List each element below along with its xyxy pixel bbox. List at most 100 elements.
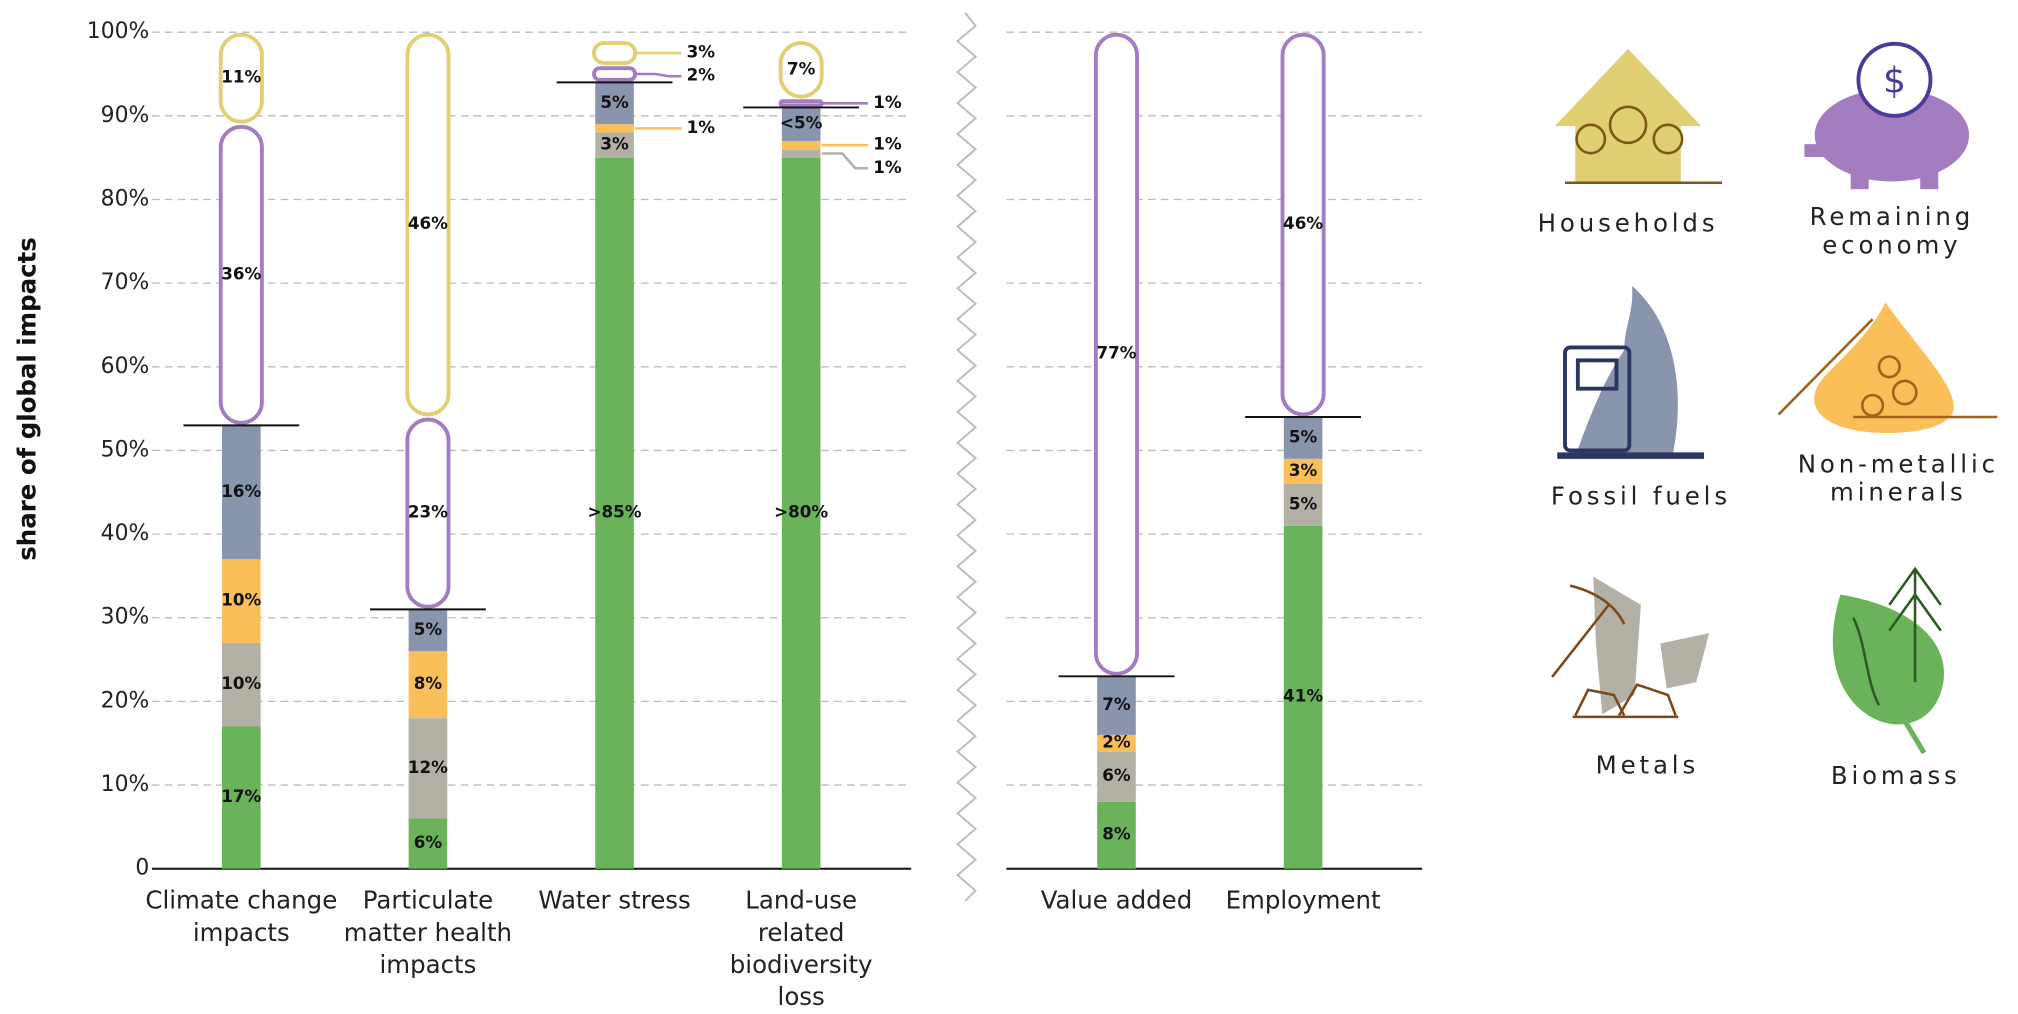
value-label: 1% <box>873 92 902 112</box>
value-label: 5% <box>1289 426 1318 446</box>
segment <box>222 559 261 643</box>
value-label: 36% <box>221 263 261 283</box>
x-tick-label: Climate change impacts <box>145 886 338 948</box>
y-tick-label: 10% <box>101 772 150 797</box>
segment <box>778 99 824 108</box>
segment <box>405 32 451 417</box>
x-tick-label: Value added <box>1040 886 1193 916</box>
legend-label: Metals <box>1595 751 1700 780</box>
value-label: 5% <box>414 619 443 639</box>
icon-remaining-economy: $ <box>1804 41 1970 190</box>
value-label: 46% <box>408 213 448 233</box>
x-tick-label: Employment <box>1225 886 1381 916</box>
value-label: 3% <box>1289 460 1318 480</box>
y-tick-label: 100% <box>87 19 150 44</box>
segment <box>405 417 451 609</box>
value-label: 41% <box>1283 686 1323 706</box>
segment <box>595 82 634 125</box>
y-tick-label: 70% <box>101 270 150 295</box>
segment <box>222 726 261 869</box>
segment <box>1283 483 1323 526</box>
segment <box>1283 458 1323 484</box>
y-tick-label: 80% <box>101 186 150 211</box>
y-tick-label: 60% <box>101 354 150 379</box>
segment <box>218 124 264 425</box>
chart: share of global impacts $ <box>12 12 1998 902</box>
value-label: >85% <box>588 502 642 522</box>
legend-label: Biomass <box>1830 761 1961 791</box>
x-tick-label: Particulate matter health impacts <box>343 886 513 980</box>
value-label: 6% <box>414 832 443 852</box>
segment <box>1097 676 1136 735</box>
segment <box>595 124 634 133</box>
value-label: 46% <box>1283 213 1323 233</box>
value-label: 10% <box>221 673 261 693</box>
legend-label: Households <box>1537 209 1719 239</box>
segment <box>1097 801 1136 869</box>
value-label: 8% <box>1102 824 1131 844</box>
segment <box>595 132 634 158</box>
value-label: 2% <box>1102 732 1131 752</box>
icon-metals <box>1551 576 1710 719</box>
value-label: 10% <box>221 590 261 610</box>
segment <box>592 41 638 65</box>
segment <box>781 107 821 141</box>
segment <box>1097 751 1136 802</box>
segment <box>781 140 821 150</box>
segment <box>218 32 264 124</box>
segment <box>408 818 448 869</box>
segment <box>222 425 261 560</box>
segment <box>595 157 634 869</box>
panel-break <box>956 12 978 902</box>
value-label: 5% <box>600 92 629 112</box>
y-tick-label: 20% <box>101 688 150 713</box>
segment <box>222 642 261 727</box>
value-label: 17% <box>221 786 261 806</box>
segment <box>778 41 824 99</box>
value-label: 3% <box>687 42 716 62</box>
icon-biomass <box>1832 566 1944 755</box>
y-tick-label: 50% <box>101 437 150 462</box>
value-label: 6% <box>1102 765 1131 785</box>
value-label: 77% <box>1096 343 1136 363</box>
y-tick-label: 40% <box>101 521 150 546</box>
segment <box>408 651 448 719</box>
leader-line <box>821 152 869 170</box>
value-label: 23% <box>408 502 448 522</box>
value-label: 11% <box>221 67 261 87</box>
segment <box>781 149 821 158</box>
x-tick-label: Land-use related biodiversity loss <box>729 886 873 1012</box>
value-label: 1% <box>687 117 716 137</box>
value-label: 2% <box>687 65 716 85</box>
segment <box>1283 416 1323 459</box>
value-label: 3% <box>600 134 629 154</box>
legend-label: Remaining economy <box>1809 203 1975 260</box>
value-label: 5% <box>1289 493 1318 513</box>
value-label: 1% <box>873 134 902 154</box>
value-label: 7% <box>787 58 816 78</box>
segment <box>1093 32 1139 676</box>
segment <box>408 609 448 652</box>
segment <box>1097 734 1136 752</box>
segment <box>781 157 821 869</box>
y-tick-label: 30% <box>101 605 150 630</box>
legend-label: Non-metallic minerals <box>1797 450 1999 508</box>
value-label: 16% <box>221 481 261 501</box>
value-label: 7% <box>1102 694 1131 714</box>
legend-label: Fossil fuels <box>1550 482 1731 511</box>
y-tick-label: 90% <box>101 103 150 128</box>
segment <box>408 718 448 819</box>
icon-fossil-fuels <box>1557 285 1704 459</box>
value-label: 12% <box>408 757 448 777</box>
value-label: <5% <box>780 113 823 133</box>
value-label: 1% <box>873 157 902 177</box>
icon-households <box>1554 48 1723 185</box>
y-axis-label: share of global impacts <box>12 237 41 561</box>
leader-line <box>635 72 682 78</box>
segment <box>592 66 638 82</box>
x-tick-label: Water stress <box>538 886 691 916</box>
y-tick-label: 0 <box>135 856 149 881</box>
value-label: >80% <box>774 502 828 522</box>
segment <box>1283 525 1323 869</box>
svg-text:$: $ <box>1883 60 1906 101</box>
